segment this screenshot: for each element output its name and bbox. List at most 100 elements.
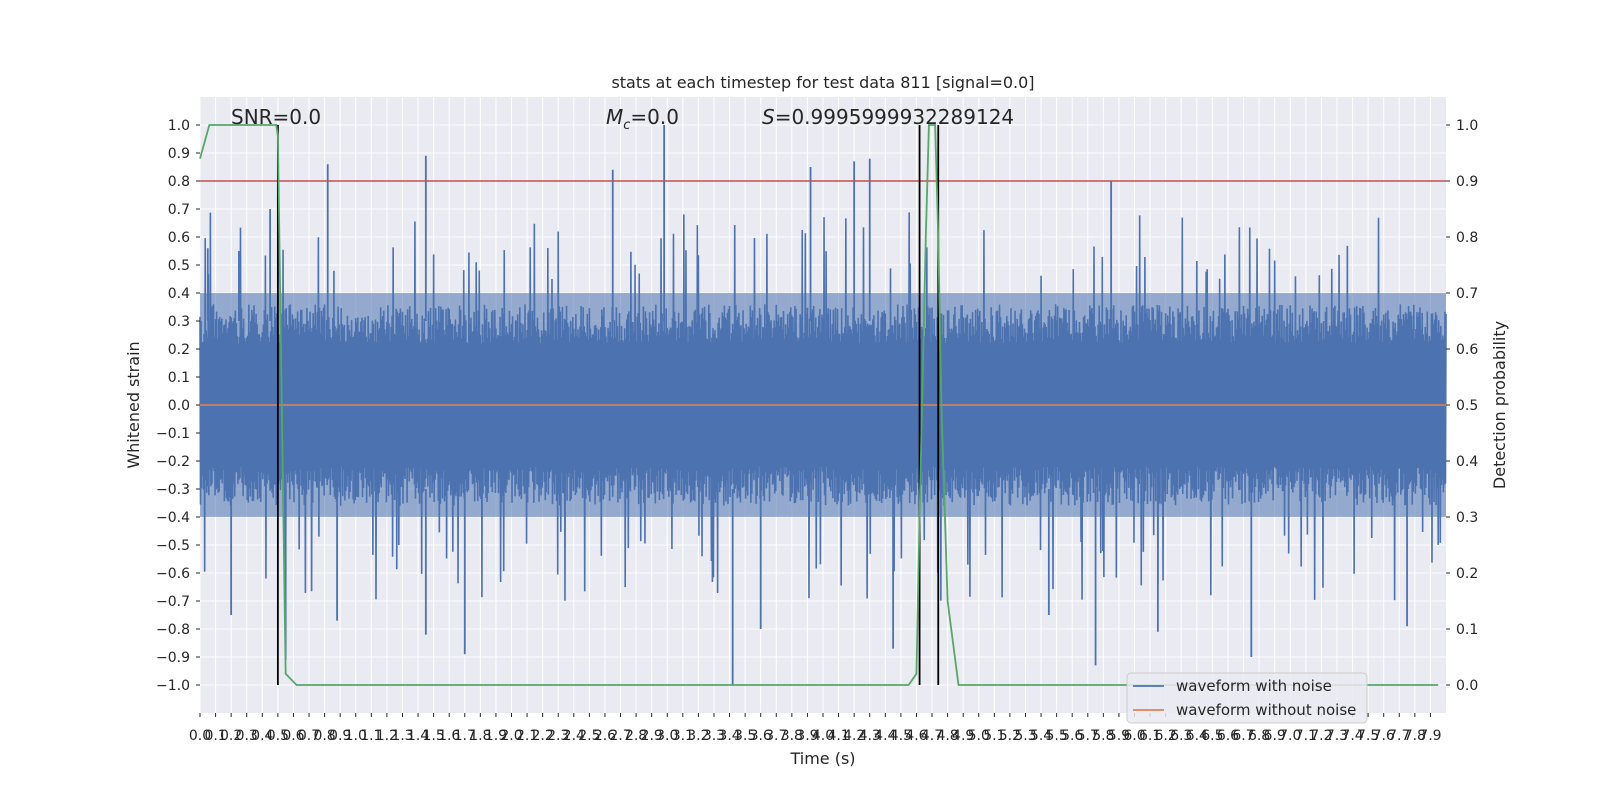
x-tick-label: 4.6 — [905, 728, 927, 744]
y-tick-label-left: 0.1 — [168, 370, 190, 386]
y-tick-label-left: −0.4 — [156, 510, 190, 526]
x-tick-label: 0.3 — [236, 728, 258, 744]
y-tick-label-left: 0.5 — [168, 258, 190, 274]
legend-entry-waveform-without-noise: waveform without noise — [1176, 701, 1356, 719]
annotation-mc-symbol: M — [606, 105, 623, 129]
y-axis-label-left: Whitened strain — [124, 341, 143, 468]
x-tick-label: 5.9 — [1108, 728, 1130, 744]
y-tick-label-left: −0.7 — [156, 594, 190, 610]
x-tick-label: 1.6 — [438, 728, 460, 744]
x-tick-label: 3.9 — [796, 728, 818, 744]
x-tick-label: 3.7 — [765, 728, 787, 744]
y-tick-label-right: 0.6 — [1456, 342, 1478, 358]
y-tick-label-right: 0.0 — [1456, 678, 1478, 694]
x-tick-label: 3.2 — [687, 728, 709, 744]
y-tick-label-left: −0.9 — [156, 650, 190, 666]
y-axis-label-right: Detection probability — [1490, 321, 1509, 489]
x-tick-label: 7.1 — [1295, 728, 1317, 744]
x-tick-label: 4.7 — [921, 728, 943, 744]
x-tick-label: 2.5 — [578, 728, 600, 744]
annotation-s-value: =0.9995999932289124 — [775, 105, 1014, 129]
x-tick-label: 0.9 — [329, 728, 351, 744]
x-tick-label: 0.1 — [204, 728, 226, 744]
x-tick-label: 5.3 — [1014, 728, 1036, 744]
annotation-s: S=0.9995999932289124 — [762, 105, 1014, 129]
x-tick-label: 0.0 — [189, 728, 211, 744]
x-tick-label: 2.9 — [641, 728, 663, 744]
x-tick-label: 7.7 — [1388, 728, 1410, 744]
x-tick-label: 3.1 — [672, 728, 694, 744]
x-tick-label: 0.4 — [251, 728, 273, 744]
x-tick-label: 4.1 — [827, 728, 849, 744]
x-tick-label: 0.2 — [220, 728, 242, 744]
chart-title: stats at each timestep for test data 811… — [611, 73, 1034, 92]
x-tick-label: 5.4 — [1030, 728, 1052, 744]
series-line-detection-probability — [199, 124, 1439, 686]
x-tick-label: 1.8 — [469, 728, 491, 744]
y-tick-label-right: 0.9 — [1456, 174, 1478, 190]
x-tick-label: 7.4 — [1341, 728, 1363, 744]
x-tick-label: 7.0 — [1279, 728, 1301, 744]
x-tick-label: 6.5 — [1201, 728, 1223, 744]
x-tick-label: 3.5 — [734, 728, 756, 744]
x-tick-label: 6.7 — [1232, 728, 1254, 744]
x-tick-label: 2.8 — [625, 728, 647, 744]
x-tick-label: 7.9 — [1419, 728, 1441, 744]
y-tick-label-right: 0.1 — [1456, 622, 1478, 638]
x-tick-label: 1.2 — [376, 728, 398, 744]
x-tick-label: 1.9 — [485, 728, 507, 744]
x-tick-label: 6.1 — [1139, 728, 1161, 744]
y-tick-label-left: 0.3 — [168, 314, 190, 330]
y-tick-label-left: 0.9 — [168, 146, 190, 162]
x-tick-label: 0.5 — [267, 728, 289, 744]
x-tick-label: 1.4 — [407, 728, 429, 744]
x-tick-label: 1.3 — [391, 728, 413, 744]
y-tick-label-left: 0.8 — [168, 174, 190, 190]
x-tick-label: 6.0 — [1123, 728, 1145, 744]
x-tick-label: 0.6 — [282, 728, 304, 744]
legend-box — [1126, 672, 1368, 724]
axes: 0.00.10.20.30.40.50.60.70.80.91.01.11.21… — [156, 118, 1478, 744]
x-tick-label: 7.2 — [1310, 728, 1332, 744]
x-tick-label: 3.8 — [781, 728, 803, 744]
annotation-snr: SNR=0.0 — [231, 105, 321, 129]
x-tick-label: 5.0 — [968, 728, 990, 744]
x-tick-label: 4.5 — [890, 728, 912, 744]
y-tick-label-right: 0.5 — [1456, 398, 1478, 414]
x-tick-label: 4.4 — [874, 728, 896, 744]
y-tick-label-left: −0.2 — [156, 454, 190, 470]
x-tick-label: 0.8 — [313, 728, 335, 744]
x-tick-label: 7.6 — [1373, 728, 1395, 744]
x-tick-label: 3.4 — [718, 728, 740, 744]
x-tick-label: 6.6 — [1217, 728, 1239, 744]
y-tick-label-right: 0.7 — [1456, 286, 1478, 302]
x-tick-label: 3.0 — [656, 728, 678, 744]
y-tick-label-right: 0.4 — [1456, 454, 1478, 470]
x-tick-label: 4.8 — [936, 728, 958, 744]
x-tick-label: 6.3 — [1170, 728, 1192, 744]
annotation-s-symbol: S — [762, 105, 775, 129]
y-tick-label-left: −1.0 — [156, 678, 190, 694]
y-tick-label-left: 0.6 — [168, 230, 190, 246]
x-tick-label: 2.2 — [532, 728, 554, 744]
annotation-mc-subscript: c — [623, 118, 630, 133]
x-tick-label: 3.3 — [703, 728, 725, 744]
y-tick-label-left: −0.8 — [156, 622, 190, 638]
x-tick-label: 2.1 — [516, 728, 538, 744]
y-tick-label-left: 0.4 — [168, 286, 190, 302]
y-tick-label-left: 1.0 — [168, 118, 190, 134]
x-tick-label: 5.2 — [999, 728, 1021, 744]
legend: waveform with noise waveform without noi… — [1126, 672, 1368, 724]
y-tick-label-left: 0.2 — [168, 342, 190, 358]
x-tick-label: 1.7 — [454, 728, 476, 744]
y-tick-label-left: −0.1 — [156, 426, 190, 442]
x-tick-label: 5.6 — [1061, 728, 1083, 744]
y-tick-label-right: 0.2 — [1456, 566, 1478, 582]
x-tick-label: 2.6 — [594, 728, 616, 744]
x-tick-label: 1.5 — [422, 728, 444, 744]
annotation-mc: Mc=0.0 — [606, 105, 679, 133]
y-tick-label-left: 0.0 — [168, 398, 190, 414]
legend-entry-waveform-with-noise: waveform with noise — [1176, 677, 1332, 695]
x-tick-label: 2.3 — [547, 728, 569, 744]
